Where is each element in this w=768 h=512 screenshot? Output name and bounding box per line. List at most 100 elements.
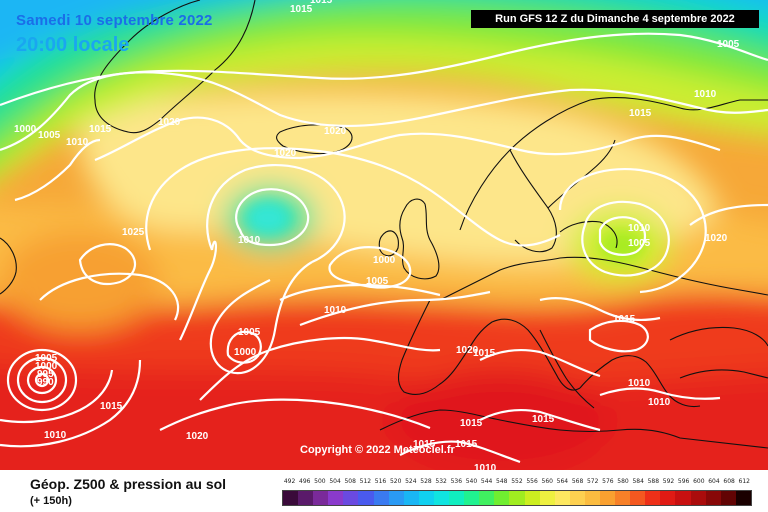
scale-tick-label: 536: [450, 478, 463, 485]
scale-tick-label: 496: [299, 478, 311, 485]
scale-tick-label: 568: [571, 478, 584, 485]
map-area: 1015 1015 1000 1005 1010 1015 1020 1020 1020 1025…: [0, 0, 768, 470]
isobars: [0, 32, 768, 464]
isobar-label: 1020: [158, 117, 181, 128]
scale-tick-label: 596: [677, 478, 690, 485]
scale-swatch: [599, 491, 616, 505]
isobar-label: 1015: [89, 124, 112, 135]
color-scale-labels: 492 496 500 504 508 512 516 520 524 528 532 536 540 5…: [282, 478, 752, 488]
isobar-label: 1015: [532, 414, 555, 425]
legend-footer: Géop. Z500 & pression au sol (+ 150h) 49…: [0, 470, 768, 512]
isobar-label: 1020: [274, 148, 297, 159]
isobar-label: 1015: [613, 314, 636, 325]
isobar-label: 1015: [629, 108, 652, 119]
scale-swatch: [630, 491, 646, 505]
model-run-label: Run GFS 12 Z du Dimanche 4 septembre 202…: [471, 10, 759, 28]
scale-tick-label: 612: [738, 478, 750, 485]
isobar-label: 1015: [290, 4, 313, 15]
scale-swatch: [403, 491, 419, 505]
legend-title: Géop. Z500 & pression au sol: [30, 476, 227, 492]
scale-swatch: [328, 491, 344, 505]
scale-swatch: [554, 491, 570, 505]
isobar-label: 1010: [628, 223, 651, 234]
scale-tick-label: 504: [329, 478, 341, 485]
scale-swatch: [569, 491, 585, 505]
scale-swatch: [358, 491, 374, 505]
scale-swatch: [388, 491, 404, 505]
isobar-label: 1010: [694, 89, 717, 100]
scale-swatch: [675, 491, 691, 505]
scale-swatch: [735, 491, 751, 505]
isobar-label: 1020: [186, 431, 209, 442]
isobar-label: 1025: [122, 227, 145, 238]
scale-tick-label: 492: [283, 478, 296, 485]
color-scale-bar: [282, 490, 752, 506]
scale-swatch: [705, 491, 721, 505]
scale-swatch: [418, 491, 434, 505]
scale-tick-label: 548: [496, 478, 508, 485]
scale-swatch: [690, 491, 706, 505]
scale-tick-label: 524: [405, 478, 417, 485]
scale-swatch: [615, 491, 631, 505]
isobar-label: 1005: [366, 276, 389, 287]
isobar-label: 1010: [44, 430, 67, 441]
scale-tick-label: 516: [374, 478, 387, 485]
isobar-label: 1005: [35, 353, 58, 364]
scale-swatch: [645, 491, 661, 505]
scale-tick-label: 540: [465, 478, 478, 485]
scale-swatch: [464, 491, 480, 505]
isobar-label: 1005: [38, 130, 61, 141]
isobar-label: 1015: [473, 348, 496, 359]
scale-tick-label: 528: [420, 478, 432, 485]
isobar-label: 1000: [35, 361, 58, 372]
scale-swatch: [449, 491, 465, 505]
scale-tick-label: 520: [389, 478, 402, 485]
scale-tick-label: 604: [708, 478, 720, 485]
geopotential-map: 1015101510001005101010151020102010201025…: [0, 0, 768, 470]
scale-tick-label: 564: [556, 478, 569, 485]
coastlines: [0, 0, 768, 449]
copyright: Copyright © 2022 Meteociel.fr: [300, 444, 455, 456]
isobar-label: 995: [37, 369, 54, 380]
scale-tick-label: 588: [647, 478, 660, 485]
scale-swatch: [433, 491, 450, 505]
isobar-label: 1020: [456, 345, 479, 356]
isobar-label: 1000: [234, 347, 257, 358]
scale-tick-label: 508: [344, 478, 356, 485]
isobar-label: 990: [37, 377, 54, 388]
scale-swatch: [298, 491, 314, 505]
scale-swatch: [720, 491, 736, 505]
isobar-label: 1015: [310, 0, 333, 6]
isobar-label: 1000: [373, 255, 396, 266]
isobar-label: 1010: [238, 235, 261, 246]
forecast-time: 20:00 locale: [16, 34, 130, 56]
isobar-label: 1015: [413, 439, 436, 450]
scale-swatch: [509, 491, 525, 505]
scale-tick-label: 560: [541, 478, 553, 485]
isobar-label: 1010: [648, 397, 671, 408]
isobar-labels: 1015101510001005101010151020102010201025…: [14, 0, 740, 470]
isobar-label: 1010: [324, 305, 347, 316]
color-scale: 492 496 500 504 508 512 516 520 524 528 532 536 540 5…: [282, 478, 752, 506]
scale-tick-label: 592: [662, 478, 675, 485]
isobar-label: 1015: [100, 401, 123, 412]
scale-tick-label: 544: [480, 478, 493, 485]
scale-tick-label: 500: [314, 478, 326, 485]
isobar-label: 1005: [238, 327, 261, 338]
scale-tick-label: 572: [586, 478, 599, 485]
isobar-label: 1010: [66, 137, 89, 148]
scale-tick-label: 556: [526, 478, 538, 485]
scale-swatch: [660, 491, 676, 505]
scale-tick-label: 552: [511, 478, 523, 485]
scale-tick-label: 512: [359, 478, 372, 485]
scale-swatch: [283, 491, 299, 505]
scale-tick-label: 608: [723, 478, 735, 485]
scale-swatch: [479, 491, 495, 505]
scale-tick-label: 532: [435, 478, 447, 485]
scale-swatch: [313, 491, 329, 505]
scale-swatch: [343, 491, 359, 505]
isobar-label: 1010: [474, 463, 497, 470]
scale-tick-label: 584: [632, 478, 644, 485]
legend-subtitle: (+ 150h): [30, 495, 72, 507]
forecast-date: Samedi 10 septembre 2022: [16, 12, 213, 29]
